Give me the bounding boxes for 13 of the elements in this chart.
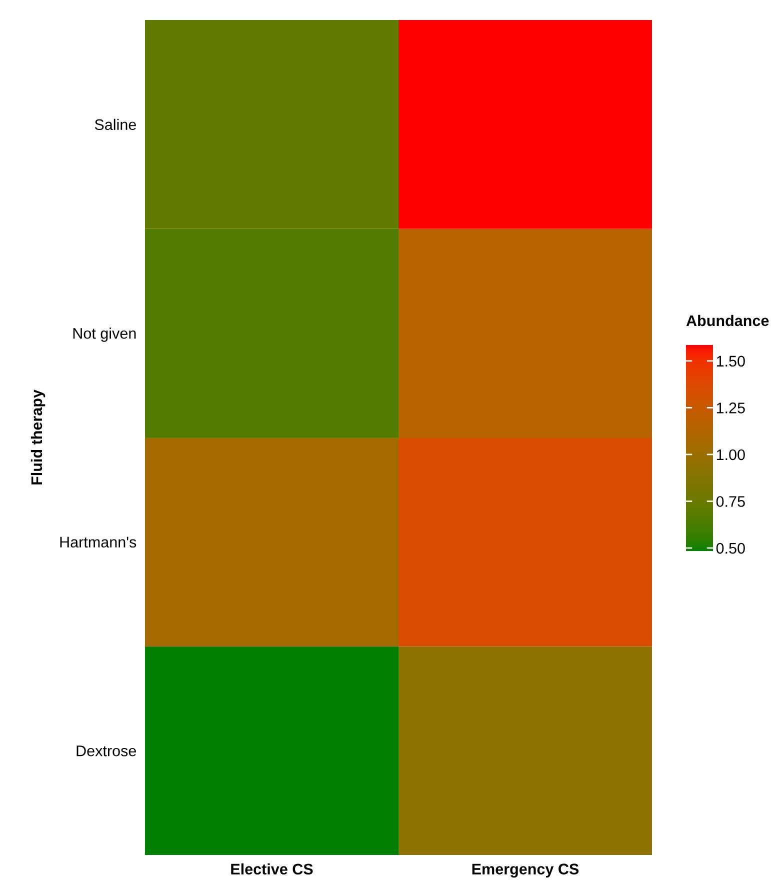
y-tick-label: Not given xyxy=(73,328,136,342)
y-tick-label: Dextrose xyxy=(76,746,136,756)
color-bar-label: 1.50 xyxy=(716,356,745,367)
color-bar-label: 1.00 xyxy=(716,449,745,460)
x-tick-label: Emergency CS xyxy=(472,864,579,878)
y-axis-title: Fluid therapy xyxy=(30,390,46,484)
color-bar-title: Abundance xyxy=(686,314,769,326)
color-bar-label: 0.75 xyxy=(716,496,745,507)
y-tick-label: Hartmann's xyxy=(60,536,136,548)
color-bar-label: 1.25 xyxy=(716,402,745,414)
y-tick-label: Saline xyxy=(94,118,136,130)
color-bar-label: 0.50 xyxy=(716,542,745,554)
x-tick-label: Elective CS xyxy=(231,863,313,875)
